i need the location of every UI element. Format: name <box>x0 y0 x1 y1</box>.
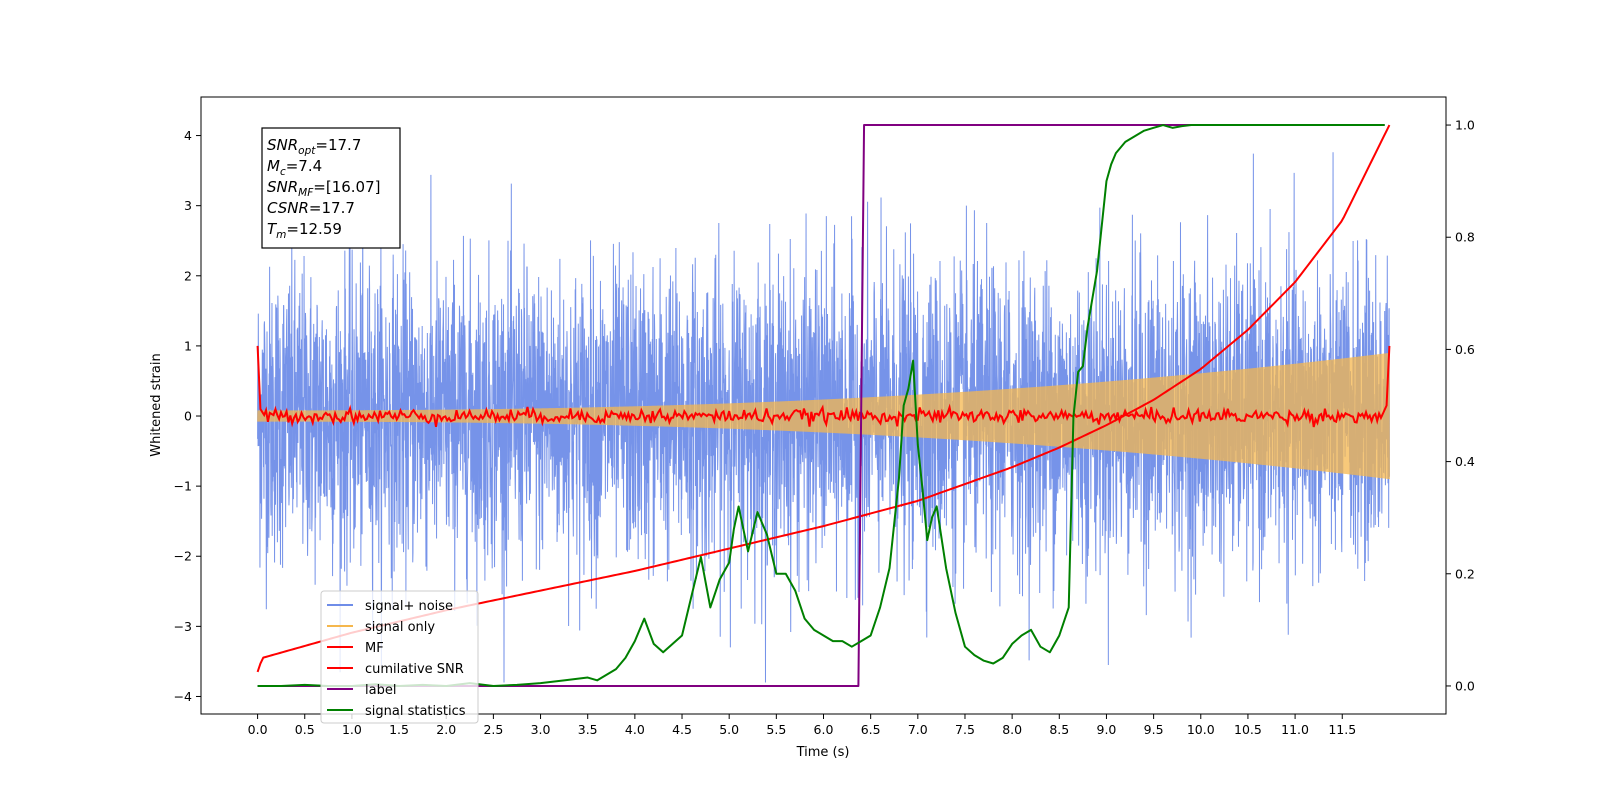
y-tick-label: −1 <box>174 479 192 494</box>
annotation-line: CSNR=17.7 <box>267 199 355 217</box>
y-axis-label: Whitened strain <box>149 353 164 456</box>
annotation-line: SNRMF=[16.07] <box>267 178 381 199</box>
y-right-tick-label: 0.6 <box>1455 342 1475 357</box>
x-tick-label: 4.5 <box>672 722 692 737</box>
series-signal-only-line <box>257 352 1390 480</box>
annotation-symbol: M <box>267 157 280 175</box>
legend-entry: label <box>365 683 396 698</box>
annotation-subscript: MF <box>298 187 314 199</box>
x-tick-label: 0.0 <box>248 722 268 737</box>
x-tick-label: 4.0 <box>625 722 645 737</box>
x-tick-label: 3.0 <box>531 722 551 737</box>
legend-entry: MF <box>365 641 384 656</box>
x-tick-label: 6.0 <box>814 722 834 737</box>
x-tick-label: 2.0 <box>436 722 456 737</box>
x-tick-label: 1.0 <box>342 722 362 737</box>
x-tick-label: 9.0 <box>1097 722 1117 737</box>
y-right-tick-label: 0.4 <box>1455 454 1475 469</box>
y-right-tick-label: 0.8 <box>1455 230 1475 245</box>
y-tick-label: −3 <box>174 619 192 634</box>
legend-entry: signal+ noise <box>365 599 453 614</box>
x-tick-label: 3.5 <box>578 722 598 737</box>
x-axis: 0.0 0.5 1.0 1.5 2.0 2.5 3.0 3.5 4.0 4.5 5.0 5.5 6.0 6… <box>248 714 1356 737</box>
y-axis-left: −4 −3 −2 −1 0 1 2 3 4 <box>174 128 201 704</box>
x-tick-label: 9.5 <box>1144 722 1164 737</box>
annotation-value: =12.59 <box>286 220 342 238</box>
x-tick-label: 10.5 <box>1234 722 1262 737</box>
x-tick-label: 8.0 <box>1002 722 1022 737</box>
annotation-symbol: CSNR <box>267 199 309 217</box>
annotation-line: SNRopt=17.7 <box>267 136 361 157</box>
annotation-value: =[16.07] <box>313 178 380 196</box>
y-tick-label: 1 <box>184 338 192 353</box>
series-mf-line <box>256 345 1391 428</box>
x-tick-label: 1.5 <box>389 722 409 737</box>
stats-annotation-box: SNRopt=17.7Mc=7.4SNRMF=[16.07]CSNR=17.7T… <box>261 127 401 249</box>
annotation-subscript: m <box>276 229 286 241</box>
y-right-tick-label: 1.0 <box>1455 118 1475 133</box>
annotation-value: =17.7 <box>309 199 355 217</box>
x-tick-label: 8.5 <box>1049 722 1069 737</box>
y-right-tick-label: 0.2 <box>1455 566 1475 581</box>
x-tick-label: 5.0 <box>719 722 739 737</box>
series-label-line <box>257 124 1385 687</box>
annotation-symbol: T <box>267 220 278 238</box>
y-right-tick-label: 0.0 <box>1455 678 1475 693</box>
x-axis-label: Time (s) <box>796 745 850 760</box>
y-tick-label: −4 <box>174 689 192 704</box>
annotation-line: Mc=7.4 <box>267 157 322 178</box>
annotation-line: Tm=12.59 <box>267 220 342 241</box>
x-tick-label: 7.5 <box>955 722 975 737</box>
annotation-subscript: c <box>280 166 286 178</box>
x-tick-label: 10.0 <box>1187 722 1215 737</box>
legend-entry: cumilative SNR <box>365 662 464 677</box>
annotation-value: =7.4 <box>286 157 322 175</box>
y-axis-right: 0.0 0.2 0.4 0.6 0.8 1.0 <box>1446 118 1475 693</box>
annotation-symbol: SNR <box>267 178 298 196</box>
x-tick-label: 0.5 <box>295 722 315 737</box>
y-tick-label: 0 <box>184 409 192 424</box>
y-tick-label: 3 <box>184 198 192 213</box>
y-tick-label: 2 <box>184 268 192 283</box>
annotation-value: =17.7 <box>315 136 361 154</box>
x-tick-label: 11.0 <box>1281 722 1309 737</box>
x-tick-label: 2.5 <box>483 722 503 737</box>
x-tick-label: 5.5 <box>766 722 786 737</box>
legend-entry: signal only <box>365 620 435 635</box>
annotation-frame <box>261 127 401 249</box>
y-tick-label: 4 <box>184 128 192 143</box>
annotation-symbol: SNR <box>267 136 298 154</box>
x-tick-label: 7.0 <box>908 722 928 737</box>
legend-entry: signal statistics <box>365 704 466 719</box>
x-tick-label: 6.5 <box>861 722 881 737</box>
annotation-subscript: opt <box>298 145 316 157</box>
x-tick-label: 11.5 <box>1328 722 1356 737</box>
y-tick-label: −2 <box>174 549 192 564</box>
legend-frame <box>320 590 479 724</box>
legend: signal+ noise signal only MF cumilative SNR… <box>320 590 479 724</box>
series-signal-statistics-line <box>257 124 1385 687</box>
